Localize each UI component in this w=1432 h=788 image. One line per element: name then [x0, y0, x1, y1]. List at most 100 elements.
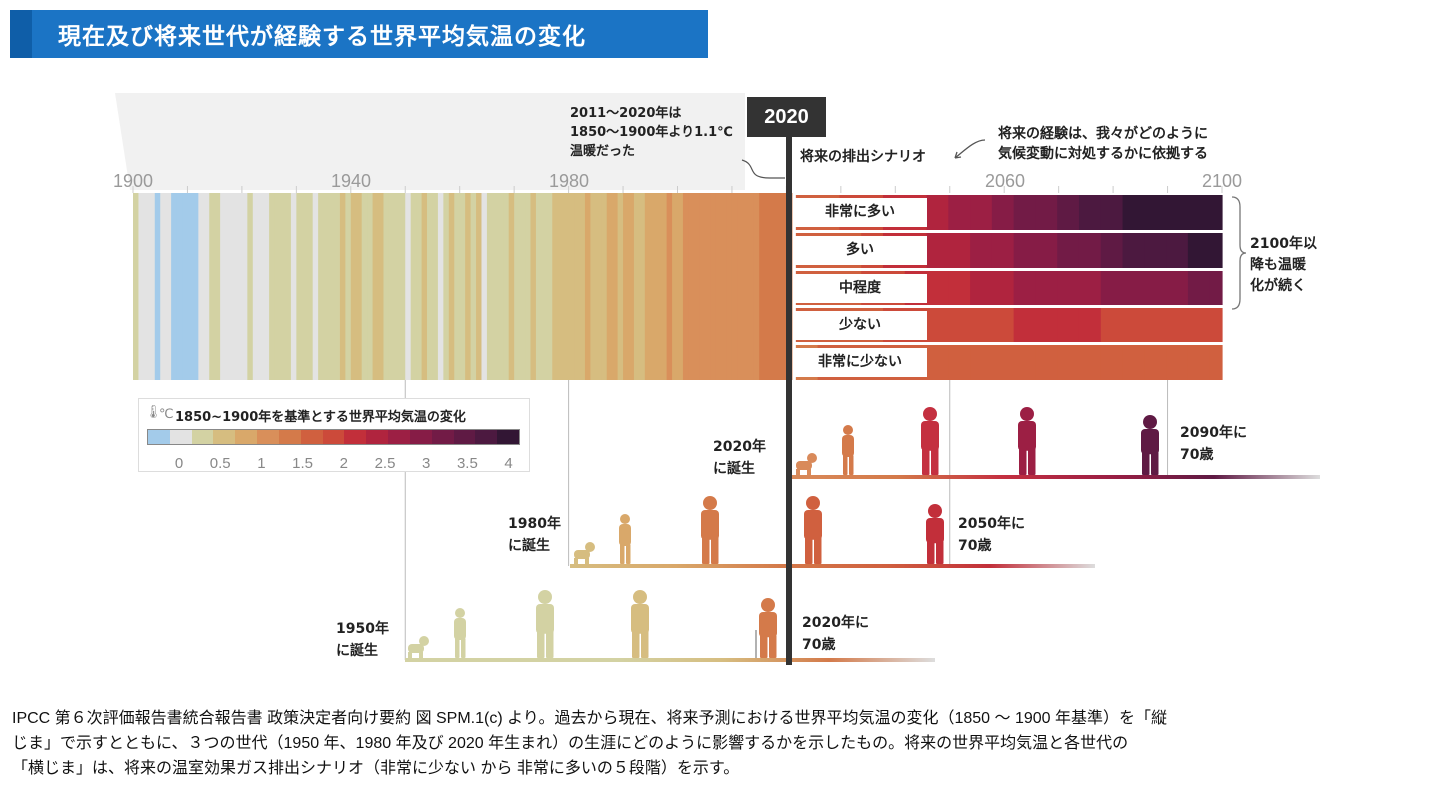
stripe-1924: [263, 193, 270, 380]
scenario-stripe: [1078, 233, 1102, 268]
leg: [805, 537, 813, 564]
colorbar-swatch: [300, 430, 323, 444]
head: [1020, 407, 1034, 421]
scenario-stripe: [1122, 345, 1145, 380]
head: [923, 407, 937, 421]
label-line: 2050年に: [958, 516, 1025, 532]
scenario-stripe: [1100, 271, 1124, 305]
stripe-1956: [437, 193, 444, 380]
leg: [843, 455, 848, 475]
leg: [408, 652, 412, 658]
scenario-stripe: [970, 271, 993, 305]
stripe-1968: [503, 193, 510, 380]
stripe-1972: [525, 193, 532, 380]
scenario-stripe: [1187, 195, 1211, 230]
stripe-1953: [421, 193, 428, 380]
historical-stripes: [133, 193, 793, 380]
stripe-2016: [764, 193, 771, 380]
leg: [546, 631, 554, 658]
stripe-1929: [290, 193, 297, 380]
scenario-stripe: [970, 345, 993, 380]
elder-figure: [926, 504, 944, 564]
stripe-1997: [661, 193, 668, 380]
stripe-1995: [650, 193, 657, 380]
after-2100-note: 2100年以 降も温暖 化が続く: [1250, 234, 1317, 297]
torso: [842, 435, 854, 457]
scenario-stripe: [1078, 345, 1102, 380]
scenario-stripe: [1122, 195, 1145, 230]
scenario-stripe: [1078, 308, 1102, 342]
scenario-stripe: [1035, 233, 1058, 268]
head: [620, 514, 630, 524]
stripe-1950: [405, 193, 412, 380]
page-title: 現在及び将来世代が経験する世界平均気温の変化: [58, 24, 586, 50]
stripe-1911: [192, 193, 199, 380]
stripe-1971: [519, 193, 526, 380]
axis-label-1900: 1900: [113, 171, 154, 191]
label-line: 2090年に: [1180, 425, 1247, 441]
scenario-stripe: [1035, 308, 1058, 342]
stripe-1973: [530, 193, 537, 380]
stripe-1939: [345, 193, 352, 380]
stripe-1944: [372, 193, 379, 380]
stripe-1933: [312, 193, 319, 380]
head: [703, 496, 717, 510]
leg: [796, 469, 800, 475]
scenario-label-high: 多い: [793, 236, 927, 265]
torso: [1018, 421, 1036, 451]
label-line: に誕生: [508, 538, 550, 554]
scenario-stripe: [1209, 195, 1223, 230]
scenario-stripe: [1122, 271, 1145, 305]
leg: [1019, 448, 1027, 475]
stripe-2002: [688, 193, 695, 380]
legend-tick-label: 0.5: [209, 455, 231, 472]
unit-label: ℃: [159, 407, 174, 422]
stripe-1947: [388, 193, 395, 380]
axis-label-1940: 1940: [331, 171, 372, 191]
scenario-stripe: [948, 271, 971, 305]
scenario-stripe: [1144, 233, 1167, 268]
stripe-1988: [612, 193, 619, 380]
stripe-1959: [454, 193, 461, 380]
scenario-stripe: [1166, 308, 1189, 342]
leg: [814, 537, 822, 564]
stripe-1981: [574, 193, 581, 380]
colorbar-swatch: [344, 430, 367, 444]
leg: [769, 635, 777, 658]
leg: [922, 448, 930, 475]
stripe-1925: [269, 193, 276, 380]
colorbar-swatch: [169, 430, 192, 444]
adult-figure: [804, 496, 822, 564]
stripe-1954: [427, 193, 434, 380]
stripe-1964: [481, 193, 488, 380]
scenario-stripe: [1166, 233, 1189, 268]
scenario-stripe: [991, 195, 1015, 230]
leg: [574, 558, 578, 564]
stripe-1965: [486, 193, 493, 380]
stripe-1918: [231, 193, 238, 380]
stripe-1974: [535, 193, 542, 380]
stripe-1946: [383, 193, 390, 380]
body: [408, 644, 424, 653]
legend-tick-label: 1: [257, 455, 266, 472]
stripe-2017: [770, 193, 777, 380]
stripe-1934: [318, 193, 325, 380]
adult-figure: [631, 590, 649, 658]
arm: [419, 652, 423, 658]
torso: [536, 604, 554, 634]
leg: [537, 631, 545, 658]
stripe-2019: [780, 193, 787, 380]
scenario-label-intermediate: 中程度: [793, 274, 927, 303]
baby-figure: [408, 636, 429, 658]
stripe-1908: [176, 193, 183, 380]
note-line: 将来の経験は、我々がどのように: [998, 126, 1208, 142]
torso: [454, 618, 466, 640]
note-line: 2100年以: [1250, 236, 1317, 252]
colorbar-swatch: [213, 430, 236, 444]
colorbar-swatch: [191, 430, 214, 444]
label-line: 70歳: [1180, 447, 1214, 463]
stripe-2006: [710, 193, 717, 380]
stripe-1942: [361, 193, 368, 380]
stripe-1914: [209, 193, 216, 380]
